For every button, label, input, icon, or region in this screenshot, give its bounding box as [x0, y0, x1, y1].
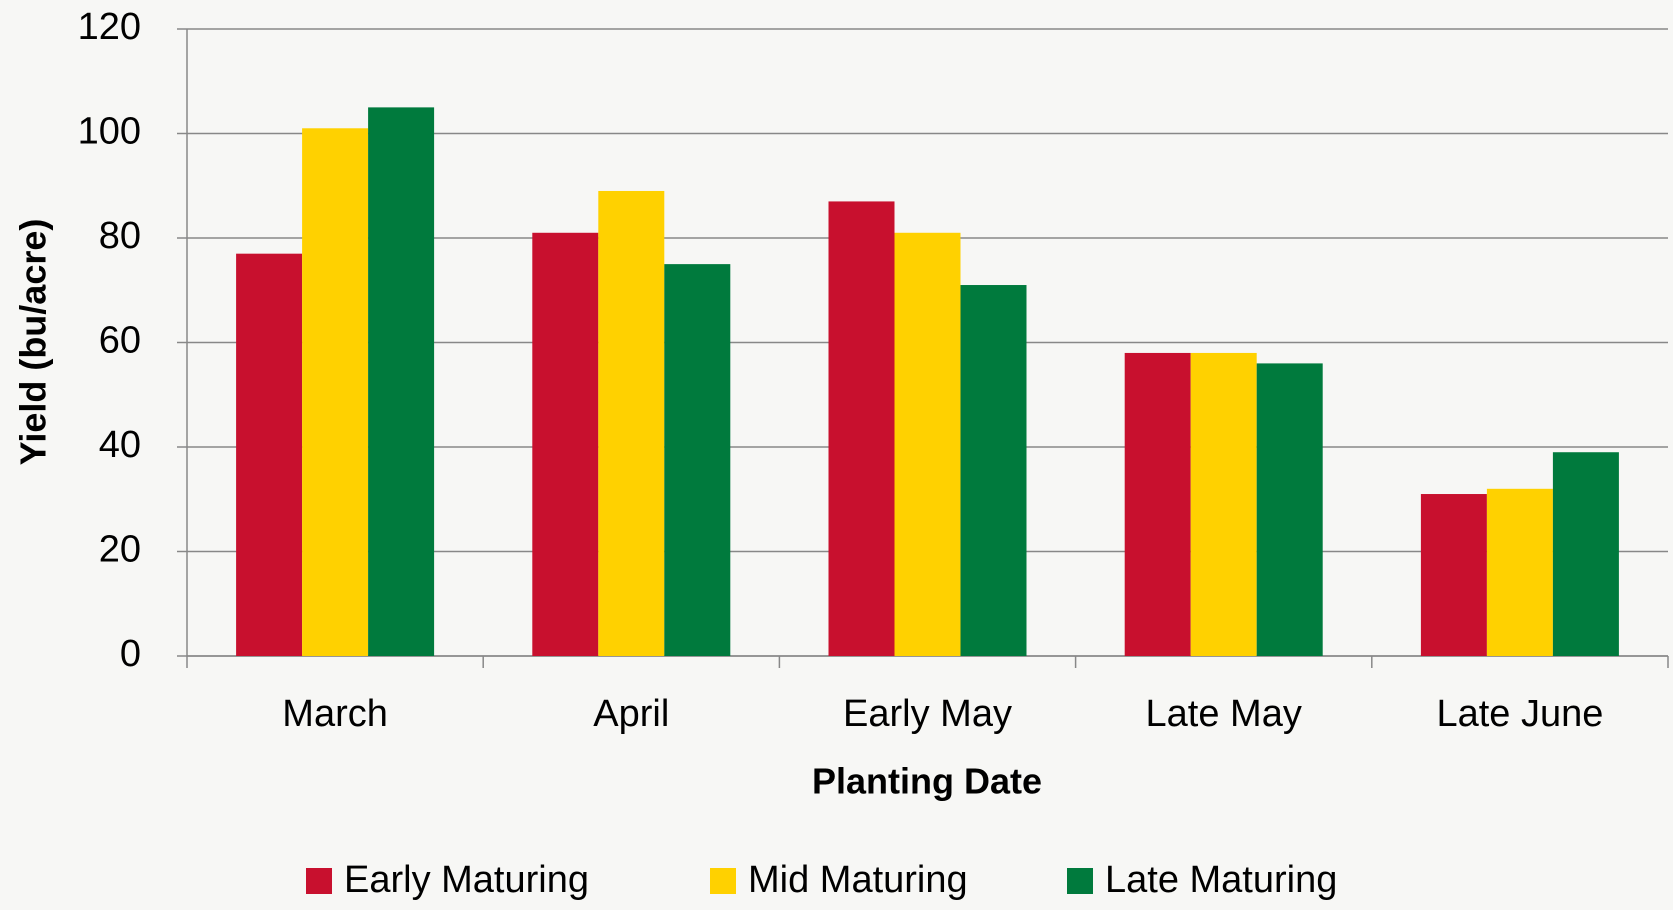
legend-swatch	[710, 868, 736, 894]
x-tick-label: Early May	[843, 693, 1012, 735]
y-axis-title: Yield (bu/acre)	[13, 219, 54, 466]
y-tick-label: 80	[99, 215, 141, 257]
bar	[1257, 363, 1323, 656]
bar	[598, 191, 664, 656]
y-tick-label: 60	[99, 320, 141, 362]
chart: Planting Date Yield (bu/acre) 0 20 40 60 80 1…	[0, 0, 1673, 910]
y-tick-label: 20	[99, 529, 141, 571]
y-tick-label: 40	[99, 424, 141, 466]
y-tick-label: 100	[78, 111, 141, 153]
x-tick-label: Late June	[1436, 693, 1603, 735]
legend-label: Mid Maturing	[748, 859, 968, 901]
legend-label: Early Maturing	[344, 859, 589, 901]
y-tick-label: 120	[78, 6, 141, 48]
bar	[302, 128, 368, 656]
bar	[236, 254, 302, 656]
bar	[895, 233, 961, 656]
legend-swatch	[1067, 868, 1093, 894]
y-tick-label: 0	[120, 633, 141, 675]
x-axis-title: Planting Date	[812, 761, 1042, 802]
legend-label: Late Maturing	[1105, 859, 1337, 901]
bar	[1125, 353, 1191, 656]
bar	[1487, 489, 1553, 656]
bar	[961, 285, 1027, 656]
x-tick-label: Late May	[1146, 693, 1302, 735]
x-tick-label: April	[593, 693, 669, 735]
x-tick-label: March	[282, 693, 388, 735]
bar	[368, 107, 434, 656]
bar	[532, 233, 598, 656]
bar	[664, 264, 730, 656]
bar	[1553, 452, 1619, 656]
bar	[1191, 353, 1257, 656]
bar	[829, 201, 895, 656]
legend-swatch	[306, 868, 332, 894]
bar	[1421, 494, 1487, 656]
